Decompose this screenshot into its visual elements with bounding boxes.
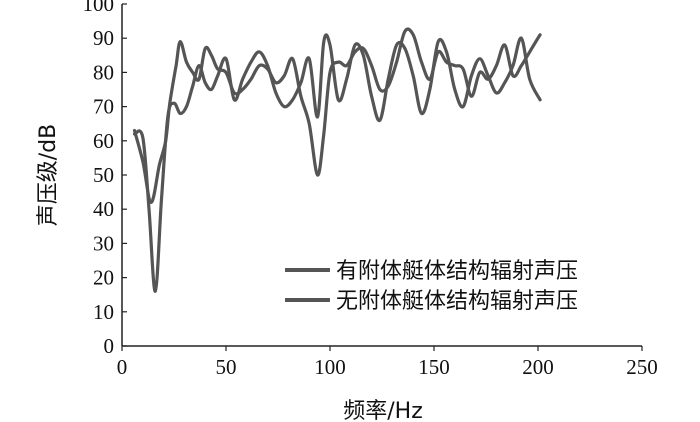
x-tick-label: 200 [522, 355, 554, 379]
x-tick-label: 150 [418, 355, 450, 379]
x-tick-label: 50 [216, 355, 237, 379]
x-axis-title: 频率/Hz [343, 399, 423, 422]
y-tick-label: 30 [93, 231, 114, 255]
series-line-0 [132, 27, 542, 205]
legend-label-1: 无附体艇体结构辐射声压 [336, 289, 578, 314]
series-lines [132, 27, 542, 293]
y-tick-label: 80 [93, 60, 114, 84]
axes: 0 10 20 30 40 50 60 70 80 90 100 0 50 100 150 200 250 [83, 0, 658, 379]
y-tick-label: 60 [93, 129, 114, 153]
y-tick-label: 0 [104, 334, 115, 358]
x-tick-label: 100 [314, 355, 346, 379]
x-tick-label: 250 [626, 355, 658, 379]
legend: 有附体艇体结构辐射声压 无附体艇体结构辐射声压 [285, 259, 578, 314]
y-tick-label: 20 [93, 266, 114, 290]
y-tick-label: 50 [93, 163, 114, 187]
legend-label-0: 有附体艇体结构辐射声压 [336, 259, 578, 284]
y-tick-label: 90 [93, 26, 114, 50]
y-tick-label: 10 [93, 300, 114, 324]
y-tick-label: 100 [83, 0, 115, 16]
x-tick-label: 0 [117, 355, 128, 379]
y-tick-label: 70 [93, 95, 114, 119]
series-line-1 [132, 33, 542, 293]
y-tick-label: 40 [93, 197, 114, 221]
y-axis-title: 声压级/dB [36, 124, 61, 226]
